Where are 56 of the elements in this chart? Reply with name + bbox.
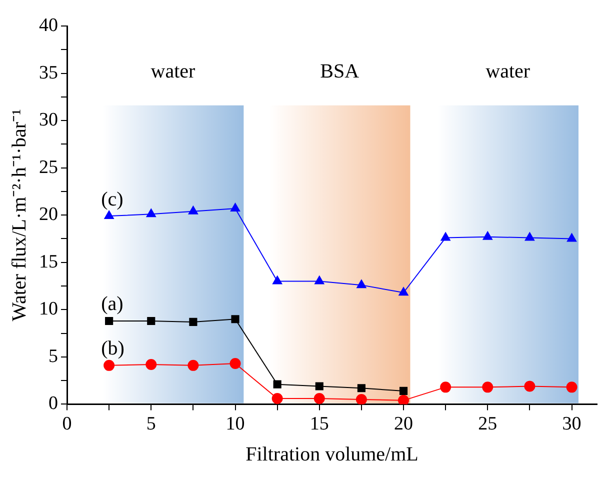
point [356, 280, 366, 288]
point [146, 358, 157, 370]
point [482, 231, 492, 240]
point [273, 380, 282, 388]
y-tick-label: 35 [39, 62, 58, 84]
point [272, 276, 282, 284]
point [272, 393, 283, 404]
point [104, 210, 114, 220]
point [230, 358, 241, 370]
point [188, 360, 199, 371]
point [566, 233, 577, 242]
y-axis-title: Water flux/L·m⁻²·h⁻¹·bar⁻¹ [8, 108, 30, 322]
point [105, 316, 114, 326]
point [524, 232, 535, 241]
point [314, 393, 325, 404]
series-label: (c) [101, 188, 124, 210]
series-label: (b) [101, 338, 124, 360]
x-tick-label: 10 [226, 414, 245, 435]
point [399, 386, 408, 395]
y-tick-label: 25 [39, 156, 58, 178]
y-tick-label: 5 [48, 346, 58, 367]
x-tick-label: 5 [146, 414, 156, 435]
x-tick-label: 20 [394, 414, 414, 435]
point [566, 382, 578, 393]
y-tick-label: 0 [48, 393, 58, 414]
point [188, 206, 198, 214]
y-tick-label: 10 [39, 298, 58, 320]
x-tick-label: 25 [478, 414, 498, 435]
point [230, 202, 240, 212]
point [314, 276, 324, 284]
point [104, 360, 115, 371]
x-tick-label: 0 [62, 414, 72, 435]
y-tick-label: 15 [39, 251, 58, 272]
band-label: BSA [320, 60, 360, 83]
point [146, 208, 156, 218]
point [147, 316, 156, 326]
point [440, 382, 452, 393]
point [356, 394, 367, 404]
y-tick-label: 40 [39, 14, 58, 36]
point [315, 382, 324, 390]
point [482, 382, 494, 393]
band-label: water [150, 60, 196, 83]
y-tick-label: 20 [39, 204, 58, 226]
series-label: (a) [101, 293, 124, 316]
x-axis-title: Filtration volume/mL [246, 443, 418, 466]
point [189, 318, 198, 326]
x-tick-label: 30 [562, 414, 582, 435]
band-label: water [486, 60, 530, 83]
point [357, 384, 366, 392]
point [398, 394, 410, 404]
point [440, 232, 450, 241]
point [398, 287, 408, 296]
x-tick-label: 15 [310, 414, 329, 435]
point [524, 380, 536, 392]
point [231, 315, 240, 324]
y-tick-label: 30 [39, 110, 58, 131]
